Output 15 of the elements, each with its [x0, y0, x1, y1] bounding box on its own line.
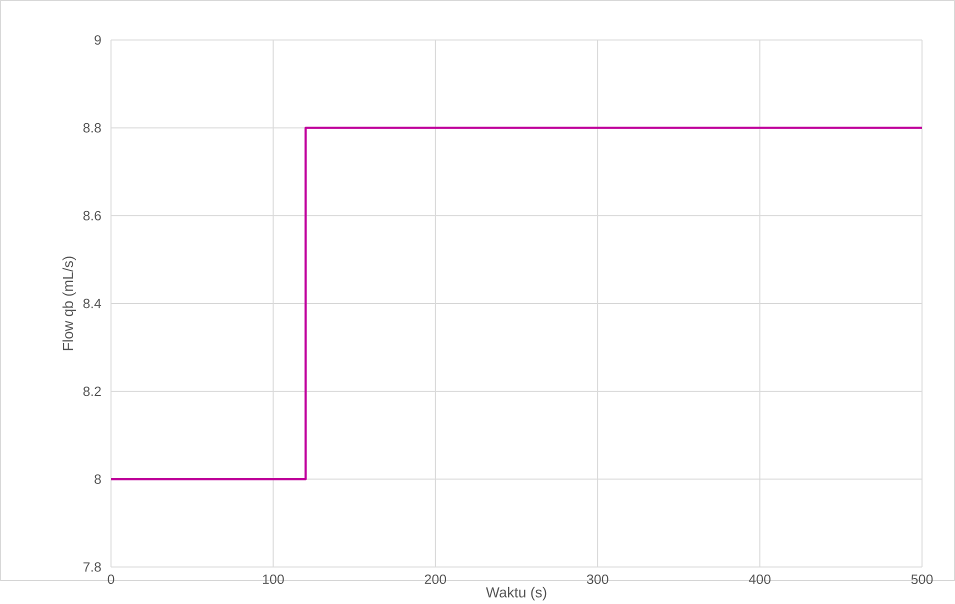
x-tick-label: 500	[911, 574, 933, 584]
x-tick-label: 400	[748, 574, 771, 584]
x-tick-label: 200	[424, 574, 446, 584]
y-tick-label: 8	[94, 474, 101, 484]
x-axis-title: Waktu (s)	[486, 587, 546, 601]
y-tick-label: 7.8	[83, 562, 101, 572]
x-tick-label: 0	[108, 574, 114, 584]
y-tick-label: 8.8	[83, 123, 101, 133]
y-axis-title: Flow qb (mL/s)	[62, 256, 76, 350]
y-tick-label: 8.6	[83, 211, 101, 221]
y-tick-label: 8.2	[83, 386, 101, 396]
y-tick-label: 8.4	[83, 298, 102, 308]
y-tick-label: 9	[94, 35, 101, 45]
x-tick-label: 100	[263, 574, 284, 584]
x-tick-label: 300	[586, 574, 608, 584]
